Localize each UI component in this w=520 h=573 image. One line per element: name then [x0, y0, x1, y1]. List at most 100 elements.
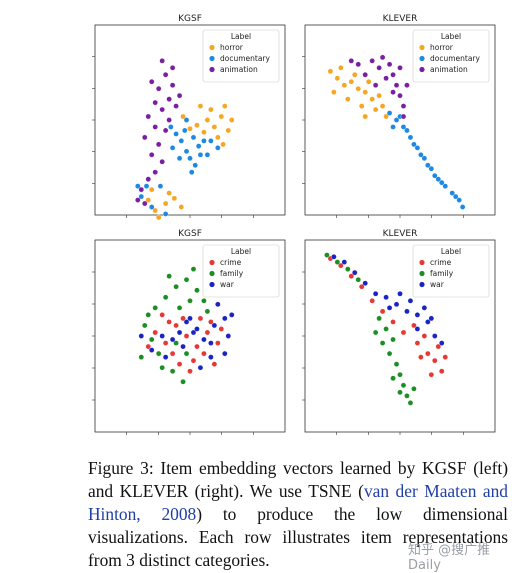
- scatter-point-war: [228, 312, 235, 318]
- scatter-point-family: [201, 297, 207, 304]
- scatter-point-war: [194, 326, 200, 332]
- scatter-point-animation: [162, 71, 169, 78]
- scatter-point-animation: [390, 71, 396, 78]
- scatter-point-war: [215, 301, 221, 308]
- scatter-point-horror: [208, 106, 214, 113]
- scatter-point-documentary: [192, 162, 199, 169]
- scatter-point-documentary: [168, 124, 174, 130]
- scatter-point-animation: [148, 151, 155, 158]
- scatter-point-animation: [134, 197, 141, 203]
- legend-marker-documentary: [419, 55, 425, 62]
- scatter-point-documentary: [138, 193, 145, 200]
- scatter-point-documentary: [421, 155, 428, 162]
- scatter-point-family: [386, 350, 393, 357]
- scatter-point-documentary: [411, 141, 417, 148]
- legend-title: Label: [231, 32, 251, 41]
- scatter-point-crime: [411, 322, 417, 329]
- scatter-point-crime: [204, 329, 211, 336]
- scatter-point-war: [331, 253, 337, 260]
- scatter-point-documentary: [183, 148, 190, 155]
- scatter-point-horror: [204, 117, 211, 123]
- scatter-point-war: [190, 329, 197, 336]
- scatter-point-documentary: [187, 155, 193, 162]
- scatter-point-animation: [176, 92, 183, 99]
- scatter-point-crime: [418, 354, 424, 360]
- scatter-point-crime: [152, 329, 158, 336]
- citation-link[interactable]: van der Maaten and Hinton, 2008: [88, 481, 508, 524]
- caption-text-after: ) to produce the low dimensional visuali…: [88, 504, 508, 570]
- legend-label-horror: horror: [220, 43, 244, 52]
- scatter-point-war: [383, 294, 389, 301]
- scatter-point-documentary: [176, 155, 183, 162]
- scatter-point-crime: [400, 329, 407, 336]
- legend-title: Label: [441, 32, 461, 41]
- scatter-point-war: [176, 329, 183, 336]
- scatter-point-crime: [166, 319, 172, 325]
- legend-marker-animation: [419, 66, 425, 73]
- scatter-point-crime: [190, 357, 197, 364]
- scatter-point-war: [187, 315, 193, 322]
- scatter-point-animation: [145, 113, 152, 120]
- scatter-panel-1: KGSF Label horror documentary animation: [92, 14, 286, 221]
- scatter-point-family: [183, 276, 190, 283]
- scatter-point-horror: [362, 89, 369, 95]
- scatter-point-family: [334, 259, 341, 265]
- scatter-point-horror: [201, 129, 207, 135]
- scatter-point-horror: [372, 106, 379, 113]
- scatter-point-animation: [169, 65, 176, 71]
- legend-label-war: war: [220, 280, 235, 289]
- scatter-point-family: [194, 287, 200, 294]
- scatter-point-crime: [218, 326, 225, 332]
- scatter-point-animation: [369, 58, 375, 64]
- legend-marker-horror: [419, 44, 425, 51]
- scatter-point-family: [204, 308, 211, 315]
- scatter-point-crime: [201, 350, 207, 357]
- legend-marker-animation: [209, 66, 215, 73]
- scatter-point-documentary: [442, 183, 449, 189]
- scatter-point-family: [397, 371, 403, 378]
- scatter-point-animation: [400, 103, 407, 109]
- legend: Label crime family war: [202, 244, 280, 298]
- legend-label-family: family: [430, 269, 454, 278]
- scatter-point-war: [183, 319, 190, 325]
- scatter-point-war: [180, 343, 186, 350]
- scatter-point-documentary: [418, 151, 424, 158]
- scatter-point-horror: [341, 82, 348, 88]
- scatter-point-crime: [428, 371, 435, 378]
- legend: Label horror documentary animation: [202, 29, 280, 83]
- legend-label-crime: crime: [430, 258, 452, 267]
- scatter-point-animation: [141, 200, 148, 207]
- scatter-point-family: [152, 305, 158, 311]
- scatter-point-crime: [176, 361, 183, 367]
- panel-title: KLEVER: [383, 14, 418, 24]
- scatter-point-family: [159, 364, 165, 371]
- scatter-point-crime: [183, 333, 190, 339]
- scatter-point-war: [421, 305, 428, 311]
- scatter-point-documentary: [143, 183, 150, 189]
- scatter-point-crime: [180, 315, 186, 322]
- legend-marker-crime: [419, 259, 425, 266]
- scatter-point-family: [407, 400, 414, 406]
- scatter-panel-4: KLEVER Label crime family war: [302, 229, 496, 435]
- scatter-point-family: [411, 385, 417, 392]
- panel-title: KGSF: [178, 14, 202, 24]
- scatter-point-horror: [344, 96, 351, 102]
- scatter-point-family: [383, 326, 389, 332]
- scatter-point-animation: [173, 103, 179, 109]
- scatter-point-horror: [197, 103, 204, 109]
- scatter-point-crime: [208, 319, 214, 325]
- scatter-point-crime: [338, 262, 344, 269]
- figure-caption: Figure 3: Item embedding vectors learned…: [88, 457, 508, 572]
- scatter-point-horror: [180, 113, 186, 120]
- scatter-point-documentary: [459, 204, 466, 210]
- scatter-point-family: [393, 361, 400, 367]
- legend-marker-documentary: [209, 55, 215, 62]
- scatter-point-animation: [386, 61, 393, 68]
- scatter-point-war: [208, 354, 214, 360]
- scatter-point-documentary: [438, 179, 445, 186]
- legend-marker-family: [209, 270, 215, 277]
- scatter-point-horror: [211, 124, 218, 130]
- scatter-point-family: [173, 340, 179, 346]
- legend-marker-war: [419, 281, 425, 288]
- scatter-point-animation: [379, 54, 386, 61]
